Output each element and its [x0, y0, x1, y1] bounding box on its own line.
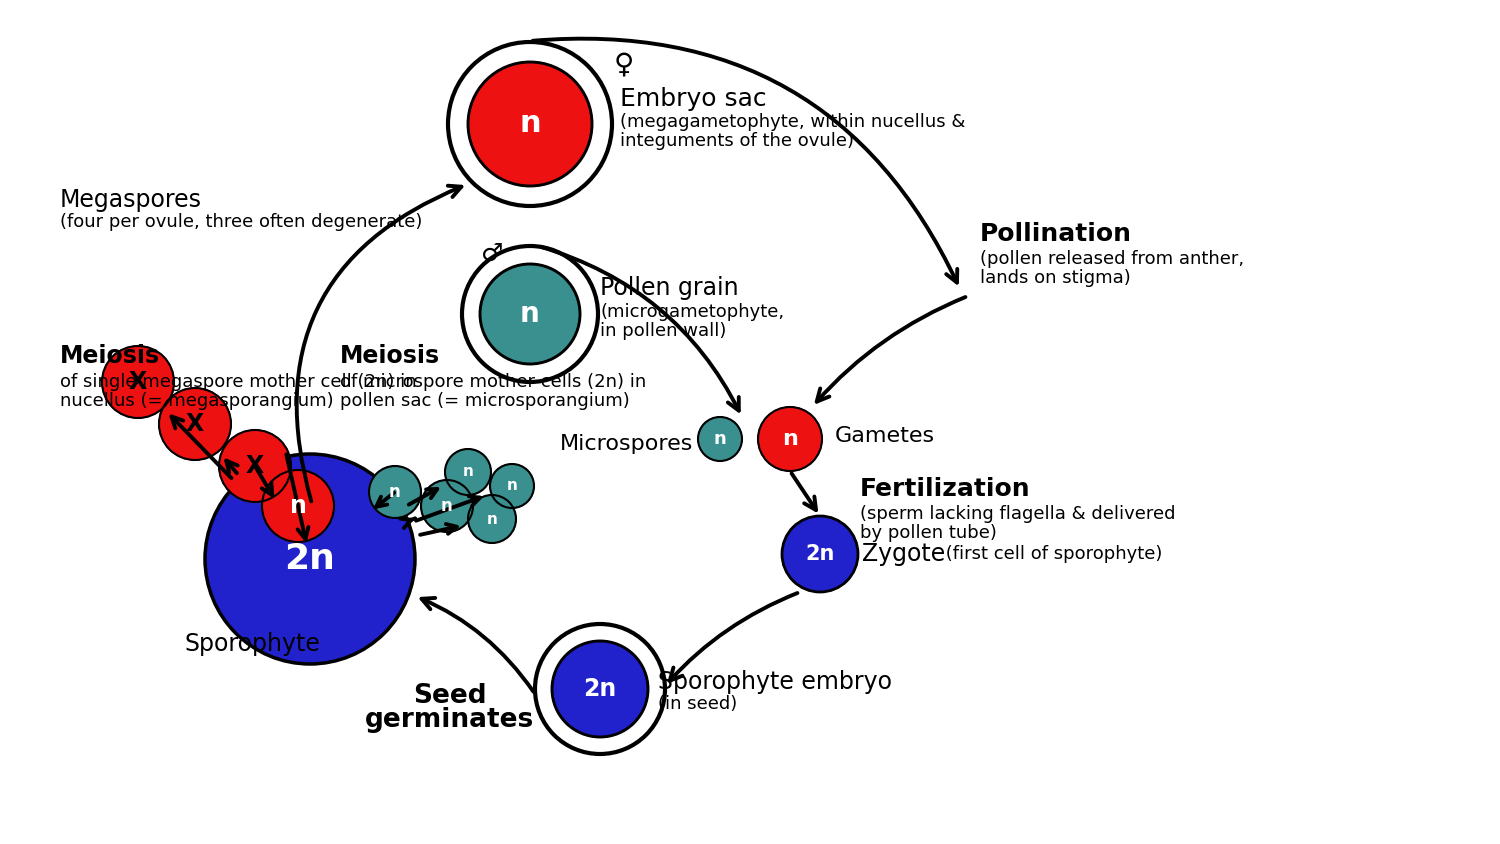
Circle shape [102, 346, 174, 418]
Text: Meiosis: Meiosis [60, 344, 160, 368]
Text: of microspore mother cells (2n) in: of microspore mother cells (2n) in [340, 373, 646, 391]
Circle shape [422, 480, 472, 532]
Text: ♂: ♂ [482, 242, 502, 266]
Circle shape [206, 454, 416, 664]
Circle shape [262, 470, 334, 542]
Text: (microgametophyte,: (microgametophyte, [600, 303, 784, 321]
Text: (sperm lacking flagella & delivered: (sperm lacking flagella & delivered [859, 505, 1176, 523]
Circle shape [446, 449, 491, 495]
Text: pollen sac (= microsporangium): pollen sac (= microsporangium) [340, 392, 630, 410]
Text: in pollen wall): in pollen wall) [600, 322, 726, 340]
Circle shape [782, 516, 858, 592]
Text: integuments of the ovule): integuments of the ovule) [620, 132, 854, 150]
Circle shape [480, 264, 580, 364]
Text: (megagametophyte, within nucellus &: (megagametophyte, within nucellus & [620, 113, 966, 131]
Circle shape [468, 62, 592, 186]
Text: n: n [388, 483, 400, 501]
Text: (in seed): (in seed) [658, 695, 738, 713]
Circle shape [698, 417, 742, 461]
Text: n: n [782, 429, 798, 449]
Text: Gametes: Gametes [836, 426, 934, 446]
Text: 2n: 2n [584, 677, 616, 701]
Text: n: n [519, 110, 542, 138]
Text: n: n [507, 479, 518, 494]
Text: Pollen grain: Pollen grain [600, 276, 738, 300]
Text: Sporophyte: Sporophyte [184, 632, 321, 656]
Circle shape [369, 466, 422, 518]
Text: Sporophyte embryo: Sporophyte embryo [658, 670, 892, 694]
Circle shape [159, 388, 231, 460]
Text: Seed: Seed [413, 683, 488, 709]
Text: n: n [714, 430, 726, 448]
Text: n: n [520, 300, 540, 328]
Text: of single megaspore mother cell (2n) in: of single megaspore mother cell (2n) in [60, 373, 417, 391]
Circle shape [462, 246, 598, 382]
Circle shape [490, 464, 534, 508]
Circle shape [552, 641, 648, 737]
Text: germinates: germinates [366, 707, 534, 733]
Text: Embryo sac: Embryo sac [620, 87, 766, 111]
Circle shape [758, 407, 822, 471]
Text: lands on stigma): lands on stigma) [980, 269, 1131, 287]
Text: (four per ovule, three often degenerate): (four per ovule, three often degenerate) [60, 213, 423, 231]
Text: 2n: 2n [285, 542, 336, 576]
Text: (pollen released from anther,: (pollen released from anther, [980, 250, 1244, 268]
Text: n: n [486, 511, 498, 527]
Text: Microspores: Microspores [560, 434, 693, 454]
Text: by pollen tube): by pollen tube) [859, 524, 998, 542]
Circle shape [468, 495, 516, 543]
Circle shape [536, 624, 664, 754]
Text: (first cell of sporophyte): (first cell of sporophyte) [940, 545, 1162, 563]
Text: Megaspores: Megaspores [60, 188, 202, 212]
Circle shape [448, 42, 612, 206]
Text: ♀: ♀ [614, 50, 634, 78]
Circle shape [219, 430, 291, 502]
Text: X: X [129, 370, 147, 394]
Text: nucellus (= megasporangium): nucellus (= megasporangium) [60, 392, 333, 410]
Text: Zygote: Zygote [862, 542, 945, 566]
Text: n: n [441, 497, 453, 515]
Text: Pollination: Pollination [980, 222, 1132, 246]
Text: n: n [290, 494, 306, 518]
Text: 2n: 2n [806, 544, 834, 564]
Text: X: X [246, 454, 264, 478]
Text: X: X [186, 412, 204, 436]
Text: Fertilization: Fertilization [859, 477, 1030, 501]
Text: Meiosis: Meiosis [340, 344, 439, 368]
Text: n: n [462, 464, 474, 479]
